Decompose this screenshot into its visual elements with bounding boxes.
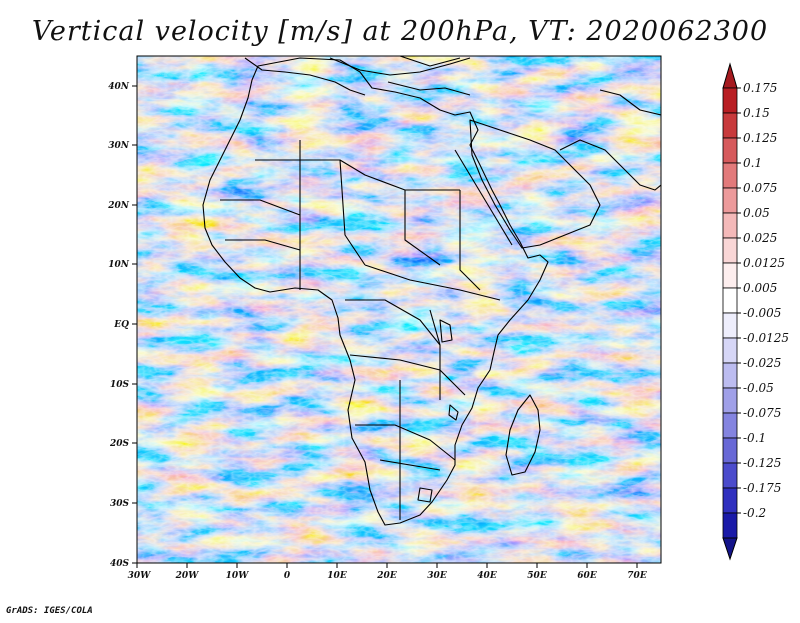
lat-tick-label: 40S xyxy=(110,559,130,569)
lon-tick-label: 20E xyxy=(376,571,397,581)
colorbar-swatch xyxy=(722,262,738,289)
colorbar-bottom-arrow xyxy=(722,537,738,561)
lon-tick-label: 30W xyxy=(128,571,152,581)
colorbar-label: -0.005 xyxy=(743,306,781,320)
colorbar-label: 0.1 xyxy=(743,156,762,170)
coastlines xyxy=(202,56,661,526)
colorbar-swatch xyxy=(722,512,738,539)
lon-tick-label: 0 xyxy=(284,571,291,581)
lon-tick-label: 10E xyxy=(327,571,347,581)
lon-tick-label: 30E xyxy=(427,571,447,581)
lat-tick-label: EQ xyxy=(113,320,129,330)
lat-tick-label: 30N xyxy=(108,141,130,151)
colorbar-label: 0.025 xyxy=(743,231,777,245)
colorbar-segments xyxy=(722,87,738,539)
colorbar-label: -0.175 xyxy=(743,481,781,495)
colorbar-swatch xyxy=(722,462,738,489)
lon-tick-label: 40E xyxy=(477,571,497,581)
colorbar-swatch xyxy=(722,187,738,214)
colorbar-swatch xyxy=(722,487,738,514)
colorbar-label: -0.075 xyxy=(743,406,781,420)
colorbar-swatch xyxy=(722,287,738,314)
lat-tick-label: 10S xyxy=(110,380,130,390)
colorbar-swatch xyxy=(722,87,738,114)
colorbar-label: -0.05 xyxy=(743,381,774,395)
colorbar-label: 0.0125 xyxy=(743,256,785,270)
colorbar-label: -0.2 xyxy=(743,506,766,520)
lon-tick-label: 60E xyxy=(577,571,597,581)
colorbar-label: 0.175 xyxy=(743,81,777,95)
lat-tick-label: 40N xyxy=(108,82,130,92)
lon-tick-label: 70E xyxy=(627,571,647,581)
colorbar-label: 0.125 xyxy=(743,131,777,145)
colorbar-label: 0.15 xyxy=(743,106,770,120)
lat-tick-label: 10N xyxy=(108,260,130,270)
lat-tick-label: 20S xyxy=(109,439,130,449)
lat-tick-label: 20N xyxy=(107,201,130,211)
colorbar-swatch xyxy=(722,387,738,414)
colorbar-swatch xyxy=(722,437,738,464)
colorbar-swatch xyxy=(722,112,738,139)
lon-tick-label: 20W xyxy=(175,571,200,581)
colorbar: 0.175 0.15 0.125 0.1 0.075 0.05 0.025 0.0125 0.0… xyxy=(722,62,789,561)
lat-tick-label: 30S xyxy=(110,499,130,509)
colorbar-swatch xyxy=(722,137,738,164)
colorbar-labels: 0.175 0.15 0.125 0.1 0.075 0.05 0.025 0.0125 0.0… xyxy=(737,81,789,520)
colorbar-label: 0.05 xyxy=(743,206,770,220)
colorbar-swatch xyxy=(722,237,738,264)
colorbar-label: 0.005 xyxy=(743,281,777,295)
lon-tick-label: 10W xyxy=(226,571,250,581)
colorbar-swatch xyxy=(722,212,738,239)
colorbar-label: -0.1 xyxy=(743,431,766,445)
colorbar-swatch xyxy=(722,162,738,189)
lat-axis-labels: 40N 30N 20N 10N EQ 10S 20S 30S 40S xyxy=(107,82,130,569)
colorbar-swatch xyxy=(722,362,738,389)
colorbar-label: -0.0125 xyxy=(743,331,789,345)
colorbar-label: 0.075 xyxy=(743,181,777,195)
lon-tick-label: 50E xyxy=(527,571,547,581)
velocity-field-grain xyxy=(137,56,661,563)
credit-label: GrADS: IGES/COLA xyxy=(6,606,93,616)
map-frame xyxy=(136,55,662,564)
tick-marks xyxy=(132,85,638,568)
colorbar-label: -0.125 xyxy=(743,456,781,470)
colorbar-swatch xyxy=(722,312,738,339)
lon-axis-labels: 30W 20W 10W 0 10E 20E 30E 40E 50E 60E 70… xyxy=(128,571,647,581)
colorbar-label: -0.025 xyxy=(743,356,781,370)
colorbar-swatch xyxy=(722,337,738,364)
colorbar-top-arrow xyxy=(722,62,738,89)
colorbar-swatch xyxy=(722,412,738,439)
map-panel: 30W 20W 10W 0 10E 20E 30E 40E 50E 60E 70… xyxy=(107,55,662,581)
chart-title: Vertical velocity [m/s] at 200hPa, VT: 2… xyxy=(32,16,768,47)
